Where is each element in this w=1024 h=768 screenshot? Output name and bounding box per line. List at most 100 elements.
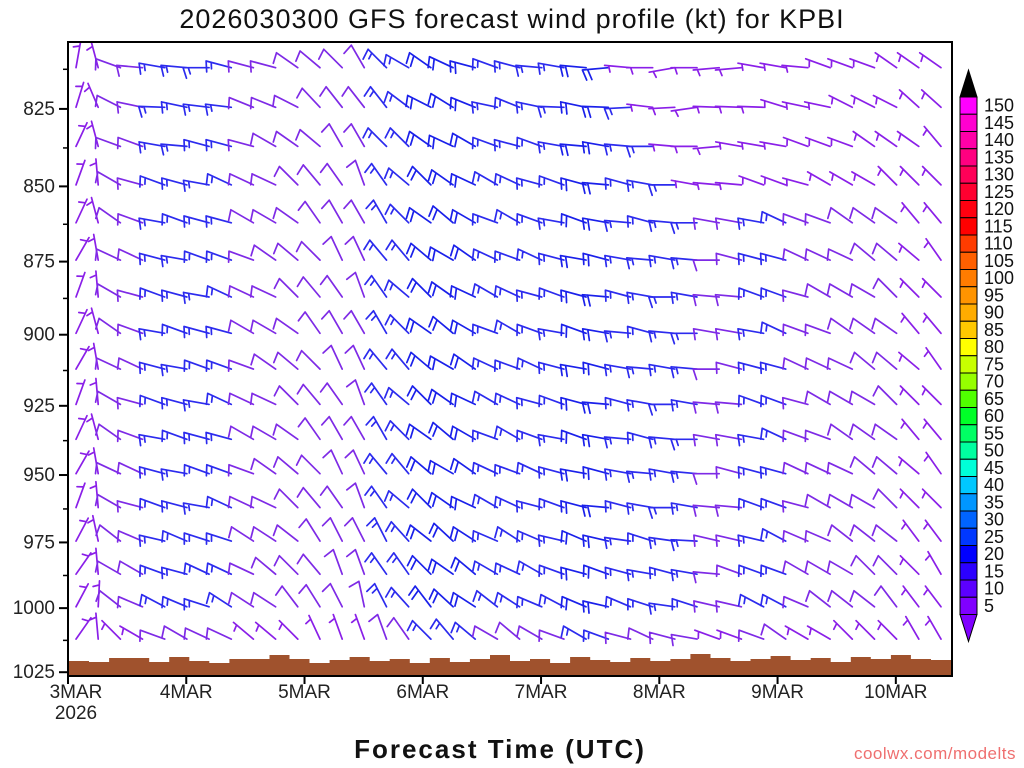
- colorbar-tick-label: 20: [984, 544, 1004, 564]
- wind-barb: [449, 591, 477, 608]
- wind-barb: [160, 500, 188, 513]
- wind-barb: [582, 534, 610, 549]
- colorbar-cell: [959, 234, 978, 253]
- wind-barb: [714, 433, 743, 447]
- plot-frame: [67, 41, 953, 677]
- wind-barb: [493, 392, 521, 406]
- wind-barb: [319, 382, 344, 406]
- wind-barb: [851, 171, 876, 186]
- wind-barb: [737, 217, 765, 230]
- colorbar-tick-label: 25: [984, 527, 1004, 547]
- colorbar-cell: [959, 493, 978, 512]
- wind-barb: [670, 332, 698, 345]
- wind-barb: [647, 403, 676, 416]
- wind-barb: [86, 41, 100, 69]
- wind-barb: [405, 456, 432, 475]
- wind-barb: [321, 517, 344, 542]
- wind-barb: [852, 130, 876, 148]
- wind-barb: [849, 456, 876, 475]
- wind-barb: [94, 560, 122, 576]
- colorbar-tick-label: 115: [984, 216, 1013, 236]
- wind-barb: [804, 213, 831, 226]
- wind-barb: [383, 167, 410, 186]
- wind-barb: [670, 502, 698, 515]
- wind-barb: [205, 215, 233, 228]
- wind-barb: [160, 396, 188, 410]
- wind-barb: [604, 566, 632, 580]
- wind-barb: [295, 128, 321, 148]
- wind-barb: [384, 420, 410, 441]
- wind-barb: [648, 66, 676, 79]
- wind-barb: [714, 141, 743, 150]
- wind-barb: [323, 548, 344, 576]
- wind-barb: [160, 101, 188, 114]
- wind-barb: [804, 493, 831, 509]
- wind-barb: [692, 293, 721, 307]
- wind-barb: [273, 385, 299, 406]
- x-axis-tick-label: 8MAR: [633, 682, 686, 703]
- wind-barb: [384, 586, 410, 608]
- wind-barb: [537, 62, 565, 75]
- wind-barb: [782, 213, 809, 226]
- wind-barb: [405, 351, 432, 370]
- wind-barb: [670, 106, 698, 118]
- wind-barb: [116, 530, 144, 543]
- y-axis-tick-label: 950: [23, 465, 55, 486]
- wind-barb: [227, 138, 255, 152]
- colorbar-tick-label: 80: [984, 337, 1004, 357]
- wind-barb: [182, 291, 210, 305]
- wind-barb: [427, 388, 454, 406]
- wind-barb: [516, 323, 543, 337]
- wind-barb: [160, 254, 188, 268]
- wind-barb: [161, 625, 188, 640]
- wind-barb: [427, 92, 454, 109]
- wind-barb: [871, 423, 898, 441]
- wind-barb: [449, 392, 477, 408]
- wind-barb: [249, 96, 277, 110]
- wind-barb: [715, 564, 743, 578]
- wind-barb: [227, 526, 255, 542]
- wind-barb: [896, 130, 920, 148]
- wind-barb: [627, 532, 654, 545]
- wind-barb: [160, 566, 188, 580]
- wind-barb: [515, 289, 543, 303]
- wind-barb: [205, 532, 233, 545]
- wind-barb: [250, 526, 277, 542]
- wind-barb: [138, 327, 166, 341]
- wind-barb: [86, 413, 100, 441]
- wind-barb: [345, 379, 366, 406]
- wind-barb: [296, 164, 321, 186]
- wind-barb: [714, 504, 743, 517]
- wind-barb: [781, 289, 809, 303]
- wind-barb: [559, 254, 587, 269]
- wind-barb: [427, 355, 454, 371]
- wind-barb: [116, 461, 144, 475]
- wind-barb: [250, 244, 277, 261]
- wind-barb: [670, 66, 698, 75]
- colorbar-tick-label: 145: [984, 113, 1014, 133]
- wind-barb: [626, 627, 654, 640]
- wind-barb: [365, 199, 388, 224]
- wind-barb: [737, 394, 765, 408]
- colorbar-tick-label: 75: [984, 354, 1004, 374]
- wind-barb: [516, 429, 543, 443]
- colorbar-cell: [959, 579, 978, 598]
- wind-barb: [625, 66, 654, 75]
- wind-barb: [625, 470, 654, 483]
- colorbar-cell: [959, 510, 978, 529]
- wind-barb: [582, 361, 610, 376]
- wind-barb: [87, 447, 100, 475]
- wind-barb: [693, 629, 721, 640]
- wind-barb: [272, 317, 299, 335]
- wind-barb: [850, 94, 876, 109]
- wind-barb: [871, 242, 898, 261]
- x-axis-tick-label: 10MAR: [864, 682, 927, 703]
- wind-barb: [516, 357, 543, 370]
- wind-barb: [364, 162, 388, 186]
- wind-barb: [516, 248, 543, 261]
- wind-barb: [363, 239, 388, 261]
- wind-barb: [319, 274, 344, 298]
- wind-barb: [692, 66, 721, 77]
- wind-barb: [923, 585, 942, 608]
- wind-barb: [319, 162, 344, 186]
